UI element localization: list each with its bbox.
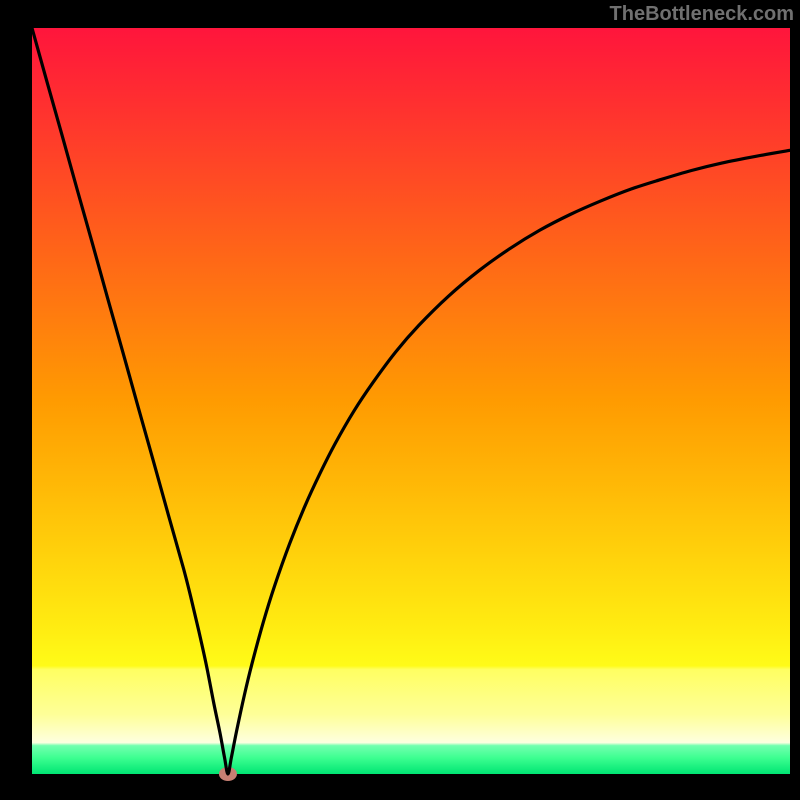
- bottleneck-chart: [0, 0, 800, 800]
- plot-background-gradient: [32, 28, 790, 774]
- chart-container: TheBottleneck.com: [0, 0, 800, 800]
- watermark-text: TheBottleneck.com: [610, 0, 794, 28]
